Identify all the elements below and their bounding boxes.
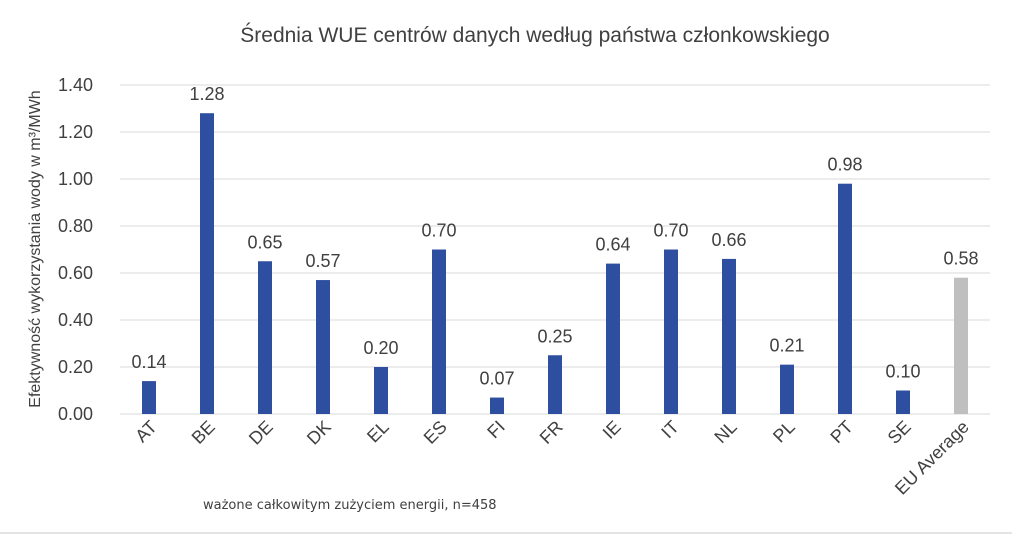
- bar-eu-average: [954, 277, 968, 414]
- x-tick-label: NL: [710, 417, 740, 447]
- data-label: 0.25: [537, 326, 572, 346]
- x-tick-label: EL: [363, 417, 393, 447]
- x-tick-label: PT: [826, 417, 856, 447]
- data-label: 0.66: [711, 230, 746, 250]
- x-tick-label: FI: [483, 417, 508, 442]
- y-tick-label: 1.20: [58, 122, 93, 142]
- x-tick-label: DK: [303, 417, 335, 449]
- x-tick-label: FR: [536, 417, 567, 448]
- data-label: 0.14: [131, 352, 166, 372]
- y-tick-label: 0.00: [58, 404, 93, 424]
- data-label: 0.21: [769, 336, 804, 356]
- y-tick-label: 1.00: [58, 169, 93, 189]
- data-label: 0.58: [943, 249, 978, 269]
- bar-dk: [316, 280, 330, 414]
- y-tick-label: 0.60: [58, 263, 93, 283]
- bar-se: [896, 390, 910, 414]
- y-axis-ticks: 0.00 0.20 0.40 0.60 0.80 1.00 1.20 1.40: [58, 75, 93, 424]
- x-tick-label: SE: [884, 417, 915, 448]
- gridlines: [120, 84, 990, 368]
- data-label: 0.10: [885, 362, 920, 382]
- chart-title: Średnia WUE centrów danych według państw…: [240, 23, 829, 47]
- data-label: 0.65: [247, 232, 282, 252]
- bar-ie: [606, 263, 620, 414]
- bottom-edge: [0, 532, 1012, 534]
- data-labels: 0.14 1.28 0.65 0.57 0.20 0.70 0.07 0.25 0.64 0.70…: [131, 84, 978, 388]
- y-tick-label: 0.20: [58, 357, 93, 377]
- x-tick-label: PL: [769, 417, 799, 447]
- bar-at: [142, 381, 156, 414]
- data-label: 1.28: [189, 84, 224, 104]
- bar-es: [432, 249, 446, 414]
- bar-fi: [490, 397, 504, 414]
- x-tick-label: BE: [188, 417, 219, 448]
- data-label: 0.70: [421, 221, 456, 241]
- bar-nl: [722, 258, 736, 414]
- x-tick-label: DE: [245, 417, 277, 449]
- bar-be: [200, 113, 214, 414]
- bar-it: [664, 249, 678, 414]
- x-tick-label: IT: [657, 417, 682, 442]
- data-label: 0.57: [305, 251, 340, 271]
- y-tick-label: 1.40: [58, 75, 93, 95]
- data-label: 0.64: [595, 235, 630, 255]
- bar-pt: [838, 183, 852, 414]
- y-tick-label: 0.40: [58, 310, 93, 330]
- bar-de: [258, 261, 272, 414]
- x-tick-label: ES: [420, 417, 451, 448]
- x-tick-label: IE: [599, 417, 625, 443]
- data-label: 0.70: [653, 221, 688, 241]
- y-axis-label: Efektywność wykorzystania wody w m³/MWh: [27, 90, 44, 407]
- bar-pl: [780, 364, 794, 414]
- bars: [142, 113, 968, 414]
- x-tick-label: AT: [131, 417, 160, 446]
- data-label: 0.07: [479, 369, 514, 389]
- y-tick-label: 0.80: [58, 216, 93, 236]
- data-label: 0.98: [827, 155, 862, 175]
- bar-fr: [548, 355, 562, 414]
- bar-el: [374, 367, 388, 414]
- chart-note: ważone całkowitym zużyciem energii, n=45…: [203, 498, 497, 513]
- data-label: 0.20: [363, 338, 398, 358]
